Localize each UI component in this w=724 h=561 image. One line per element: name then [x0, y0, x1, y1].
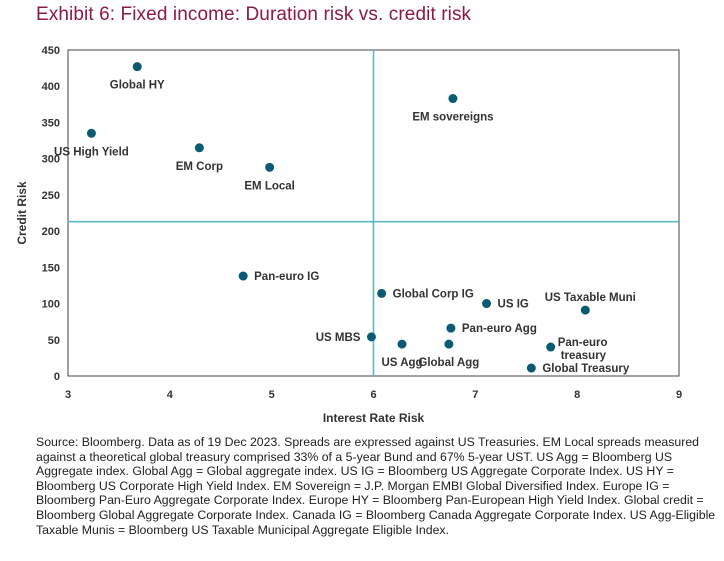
x-tick-label: 8 [574, 389, 580, 401]
y-tick-label: 150 [42, 262, 60, 274]
data-point [377, 288, 387, 298]
x-tick-label: 4 [167, 389, 174, 401]
y-axis-label: Credit Risk [15, 181, 29, 245]
y-tick-label: 100 [42, 299, 60, 311]
data-point [397, 339, 407, 349]
data-point-label: EM sovereigns [412, 112, 493, 124]
data-point [194, 143, 204, 153]
quadrant-lines [68, 50, 679, 376]
data-point-label: Global Treasury [542, 363, 630, 375]
data-point [546, 342, 556, 352]
data-point [366, 332, 376, 342]
data-point-label: US Agg [381, 357, 422, 369]
data-point [238, 271, 248, 281]
data-point-label: US IG [498, 299, 529, 311]
data-point-label: Pan-euro IG [254, 271, 319, 283]
data-point-label: EM Local [244, 180, 294, 192]
x-tick-label: 7 [472, 389, 478, 401]
scatter-chart: 3 4 5 6 7 8 9 0 50 100 150 200 250 300 350 400 450 Globa… [15, 45, 682, 425]
y-tick-label: 400 [42, 81, 60, 93]
chart-title: Exhibit 6: Fixed income: Duration risk v… [36, 4, 472, 25]
data-point [132, 62, 142, 72]
data-point [482, 299, 492, 309]
data-point-label: US High Yield [54, 146, 129, 158]
data-point [526, 363, 536, 373]
data-point-label: Global Agg [418, 357, 479, 369]
y-tick-label: 450 [42, 45, 60, 57]
y-tick-label: 50 [48, 335, 60, 347]
data-point [86, 128, 96, 138]
data-point [265, 162, 275, 172]
x-axis-label: Interest Rate Risk [323, 411, 425, 425]
y-tick-label: 200 [42, 226, 60, 238]
data-point-label: Global HY [110, 80, 165, 92]
data-point [448, 94, 458, 104]
x-tick-label: 3 [65, 389, 71, 401]
data-point-label: EM Corp [176, 161, 223, 173]
x-tick-label: 5 [269, 389, 275, 401]
axis-ticks: 3 4 5 6 7 8 9 0 50 100 150 200 250 300 350 400 450 [42, 45, 682, 401]
y-tick-label: 300 [42, 154, 60, 166]
data-point-label: US MBS [316, 332, 361, 344]
y-tick-label: 350 [42, 117, 60, 129]
data-point-label: Global Corp IG [393, 288, 474, 300]
x-tick-label: 9 [676, 389, 682, 401]
data-point-label: Pan-euro treasury [558, 337, 608, 362]
data-point [580, 305, 590, 315]
data-point-label: US Taxable Muni [545, 292, 636, 304]
x-tick-label: 6 [370, 389, 376, 401]
y-tick-label: 250 [42, 190, 60, 202]
y-tick-label: 0 [54, 371, 60, 383]
data-point-label: Pan-euro Agg [462, 323, 537, 335]
source-note: Source: Bloomberg. Data as of 19 Dec 202… [36, 435, 716, 537]
data-point [446, 323, 456, 333]
data-points: Global HY US High Yield EM Corp EM Local EM … [54, 62, 636, 375]
data-point [444, 339, 454, 349]
